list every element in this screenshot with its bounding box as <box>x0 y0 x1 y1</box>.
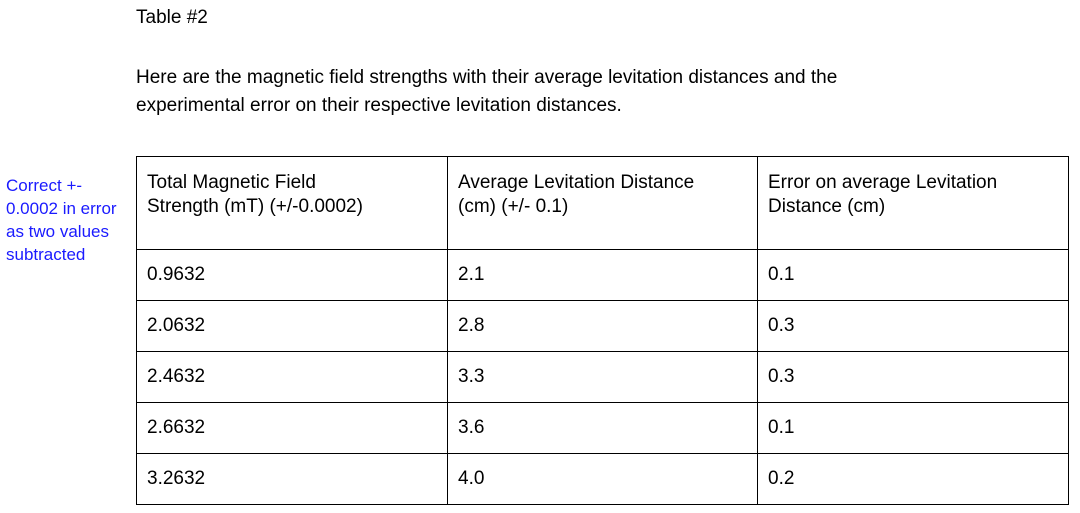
header-line: (cm) (+/- 0.1) <box>458 196 569 217</box>
header-row: Total Magnetic Field Strength (mT) (+/-0… <box>136 156 1069 250</box>
header-line: Average Levitation Distance <box>458 172 695 193</box>
table-row: 0.9632 2.1 0.1 <box>136 249 1069 301</box>
cell-field-strength: 0.9632 <box>136 249 448 301</box>
cell-avg-distance: 2.8 <box>447 300 758 352</box>
table-row: 2.6632 3.6 0.1 <box>136 402 1069 454</box>
intro-paragraph: Here are the magnetic field strengths wi… <box>136 64 837 120</box>
cell-field-strength: 2.4632 <box>136 351 448 403</box>
table-label: Table #2 <box>136 7 208 28</box>
cell-error: 0.1 <box>757 402 1069 454</box>
cell-avg-distance: 3.6 <box>447 402 758 454</box>
header-line: Distance (cm) <box>768 196 886 217</box>
intro-line: experimental error on their respective l… <box>136 95 622 116</box>
cell-field-strength: 3.2632 <box>136 453 448 505</box>
comment-line: subtracted <box>6 245 86 264</box>
intro-line: Here are the magnetic field strengths wi… <box>136 67 838 88</box>
table-row: 2.0632 2.8 0.3 <box>136 300 1069 352</box>
comment-line: 0.0002 in error <box>6 199 117 218</box>
table-row: 3.2632 4.0 0.2 <box>136 453 1069 505</box>
cell-avg-distance: 2.1 <box>447 249 758 301</box>
header-line: Strength (mT) (+/-0.0002) <box>147 196 363 217</box>
header-error: Error on average Levitation Distance (cm… <box>757 156 1069 250</box>
comment-line: Correct +- <box>6 176 83 195</box>
cell-avg-distance: 3.3 <box>447 351 758 403</box>
header-field-strength: Total Magnetic Field Strength (mT) (+/-0… <box>136 156 448 250</box>
margin-comment: Correct +- 0.0002 in error as two values… <box>6 174 134 266</box>
cell-error: 0.2 <box>757 453 1069 505</box>
header-line: Error on average Levitation <box>768 172 998 193</box>
cell-field-strength: 2.0632 <box>136 300 448 352</box>
cell-error: 0.3 <box>757 300 1069 352</box>
header-line: Total Magnetic Field <box>147 172 316 193</box>
cell-avg-distance: 4.0 <box>447 453 758 505</box>
cell-error: 0.1 <box>757 249 1069 301</box>
cell-error: 0.3 <box>757 351 1069 403</box>
data-table: Total Magnetic Field Strength (mT) (+/-0… <box>136 156 1069 505</box>
header-avg-distance: Average Levitation Distance (cm) (+/- 0.… <box>447 156 758 250</box>
cell-field-strength: 2.6632 <box>136 402 448 454</box>
table-row: 2.4632 3.3 0.3 <box>136 351 1069 403</box>
comment-line: as two values <box>6 222 109 241</box>
